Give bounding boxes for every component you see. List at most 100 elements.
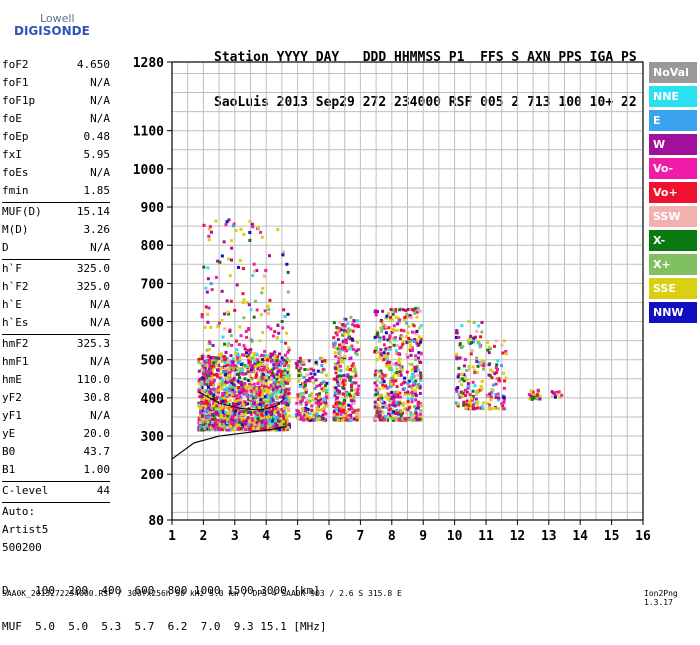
echo-point [237,372,241,376]
echo-point [225,393,229,397]
echo-point [206,372,210,376]
echo-point [273,428,277,432]
echo-point [384,325,388,329]
echo-point [349,413,353,417]
x-tick-label: 15 [604,529,620,544]
echo-point [343,379,347,383]
echo-point [203,421,207,425]
echo-point [375,391,379,395]
echo-point [285,428,289,432]
echo-point [275,373,279,377]
echo-point [341,386,345,390]
echo-point [373,381,377,385]
echo-point [312,381,316,385]
echo-point [239,383,243,387]
echo-point [473,371,477,375]
echo-point [273,400,277,404]
echo-point [277,381,281,385]
echo-point [295,363,299,367]
echo-point [252,262,256,266]
echo-point [231,357,235,361]
echo-point [480,405,484,409]
distance-row: D 100 200 400 600 800 1000 1500 3000 [km… [2,584,320,597]
echo-point [281,395,285,399]
echo-point [419,410,423,414]
echo-point [272,416,276,420]
echo-point [308,412,312,416]
echo-point [252,405,256,409]
echo-point [284,394,288,398]
echo-point [230,363,234,367]
echo-point [473,368,477,372]
echo-point [341,360,345,364]
echo-point [338,378,342,382]
echo-point [415,364,419,368]
echo-point [335,326,339,330]
echo-point [408,362,412,366]
echo-point [227,257,231,261]
echo-point [377,339,381,343]
echo-point [332,411,336,415]
x-tick-label: 13 [541,529,557,544]
echo-point [465,378,469,382]
echo-point [214,356,218,360]
echo-point [381,322,385,326]
echo-point [236,366,240,370]
echo-point [471,380,475,384]
echo-point [419,338,423,342]
echo-point [237,410,241,414]
parameter-name: Artist5 [2,523,49,536]
echo-point [486,348,490,352]
echo-point [282,413,286,417]
echo-point [461,391,465,395]
y-tick-label: 1000 [133,163,164,178]
echo-point [351,347,355,351]
echo-point [261,393,265,397]
echo-point [264,376,268,380]
echo-point [317,392,321,396]
echo-point [224,405,228,409]
echo-point [243,417,247,421]
parameter-row: foEs N/A [2,164,110,182]
echo-point [210,420,214,424]
echo-point [407,392,411,396]
echo-point [244,402,248,406]
echo-point [306,407,310,411]
logo-digisonde-text: DIGISONDE [14,24,90,38]
echo-point [460,324,464,328]
echo-point [488,403,492,407]
echo-point [489,368,493,372]
echo-point [235,348,239,352]
echo-point [242,298,246,302]
echo-point [351,323,355,327]
echo-point [250,365,254,369]
echo-point [409,418,413,422]
echo-point [259,313,263,317]
echo-point [388,340,392,344]
echo-point [287,365,291,369]
echo-point [409,413,413,417]
echo-point [324,360,328,364]
echo-point [476,406,480,410]
echo-point [210,369,214,373]
echo-point [419,371,423,375]
echo-point [403,318,407,322]
echo-point [276,323,280,327]
echo-point [399,418,403,422]
echo-point [397,403,401,407]
echo-point [414,398,418,402]
echo-point [315,418,319,422]
echo-point [245,387,249,391]
echo-point [247,385,251,389]
echo-point [246,410,250,414]
echo-point [487,345,491,349]
echo-point [350,344,354,348]
echo-point [346,332,350,336]
echo-point [353,351,357,355]
echo-point [395,416,399,420]
echo-point [388,360,392,364]
echo-point [349,407,353,411]
echo-point [356,416,360,420]
echo-point [375,333,379,337]
echo-point [202,363,206,367]
